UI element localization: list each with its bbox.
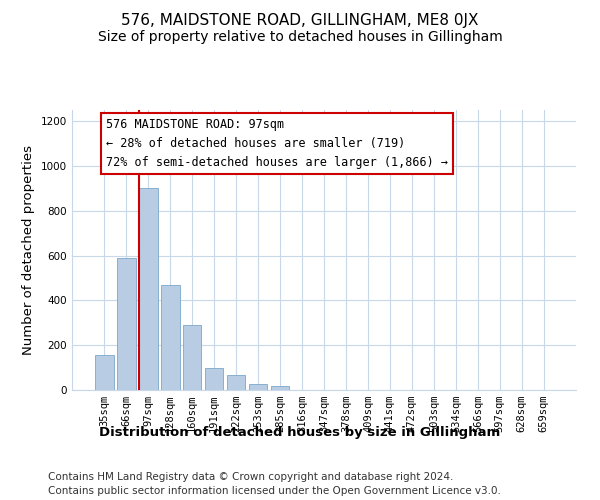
- Y-axis label: Number of detached properties: Number of detached properties: [22, 145, 35, 355]
- Bar: [95, 356, 113, 390]
- Bar: [161, 284, 179, 390]
- Bar: [117, 258, 136, 390]
- Text: Contains public sector information licensed under the Open Government Licence v3: Contains public sector information licen…: [48, 486, 501, 496]
- Bar: [205, 368, 223, 390]
- Bar: [271, 386, 289, 390]
- Bar: [227, 376, 245, 390]
- Bar: [249, 384, 268, 390]
- Text: Distribution of detached houses by size in Gillingham: Distribution of detached houses by size …: [100, 426, 500, 439]
- Text: 576 MAIDSTONE ROAD: 97sqm
← 28% of detached houses are smaller (719)
72% of semi: 576 MAIDSTONE ROAD: 97sqm ← 28% of detac…: [106, 118, 448, 169]
- Text: 576, MAIDSTONE ROAD, GILLINGHAM, ME8 0JX: 576, MAIDSTONE ROAD, GILLINGHAM, ME8 0JX: [121, 12, 479, 28]
- Bar: [183, 325, 202, 390]
- Text: Contains HM Land Registry data © Crown copyright and database right 2024.: Contains HM Land Registry data © Crown c…: [48, 472, 454, 482]
- Text: Size of property relative to detached houses in Gillingham: Size of property relative to detached ho…: [98, 30, 502, 44]
- Bar: [139, 188, 158, 390]
